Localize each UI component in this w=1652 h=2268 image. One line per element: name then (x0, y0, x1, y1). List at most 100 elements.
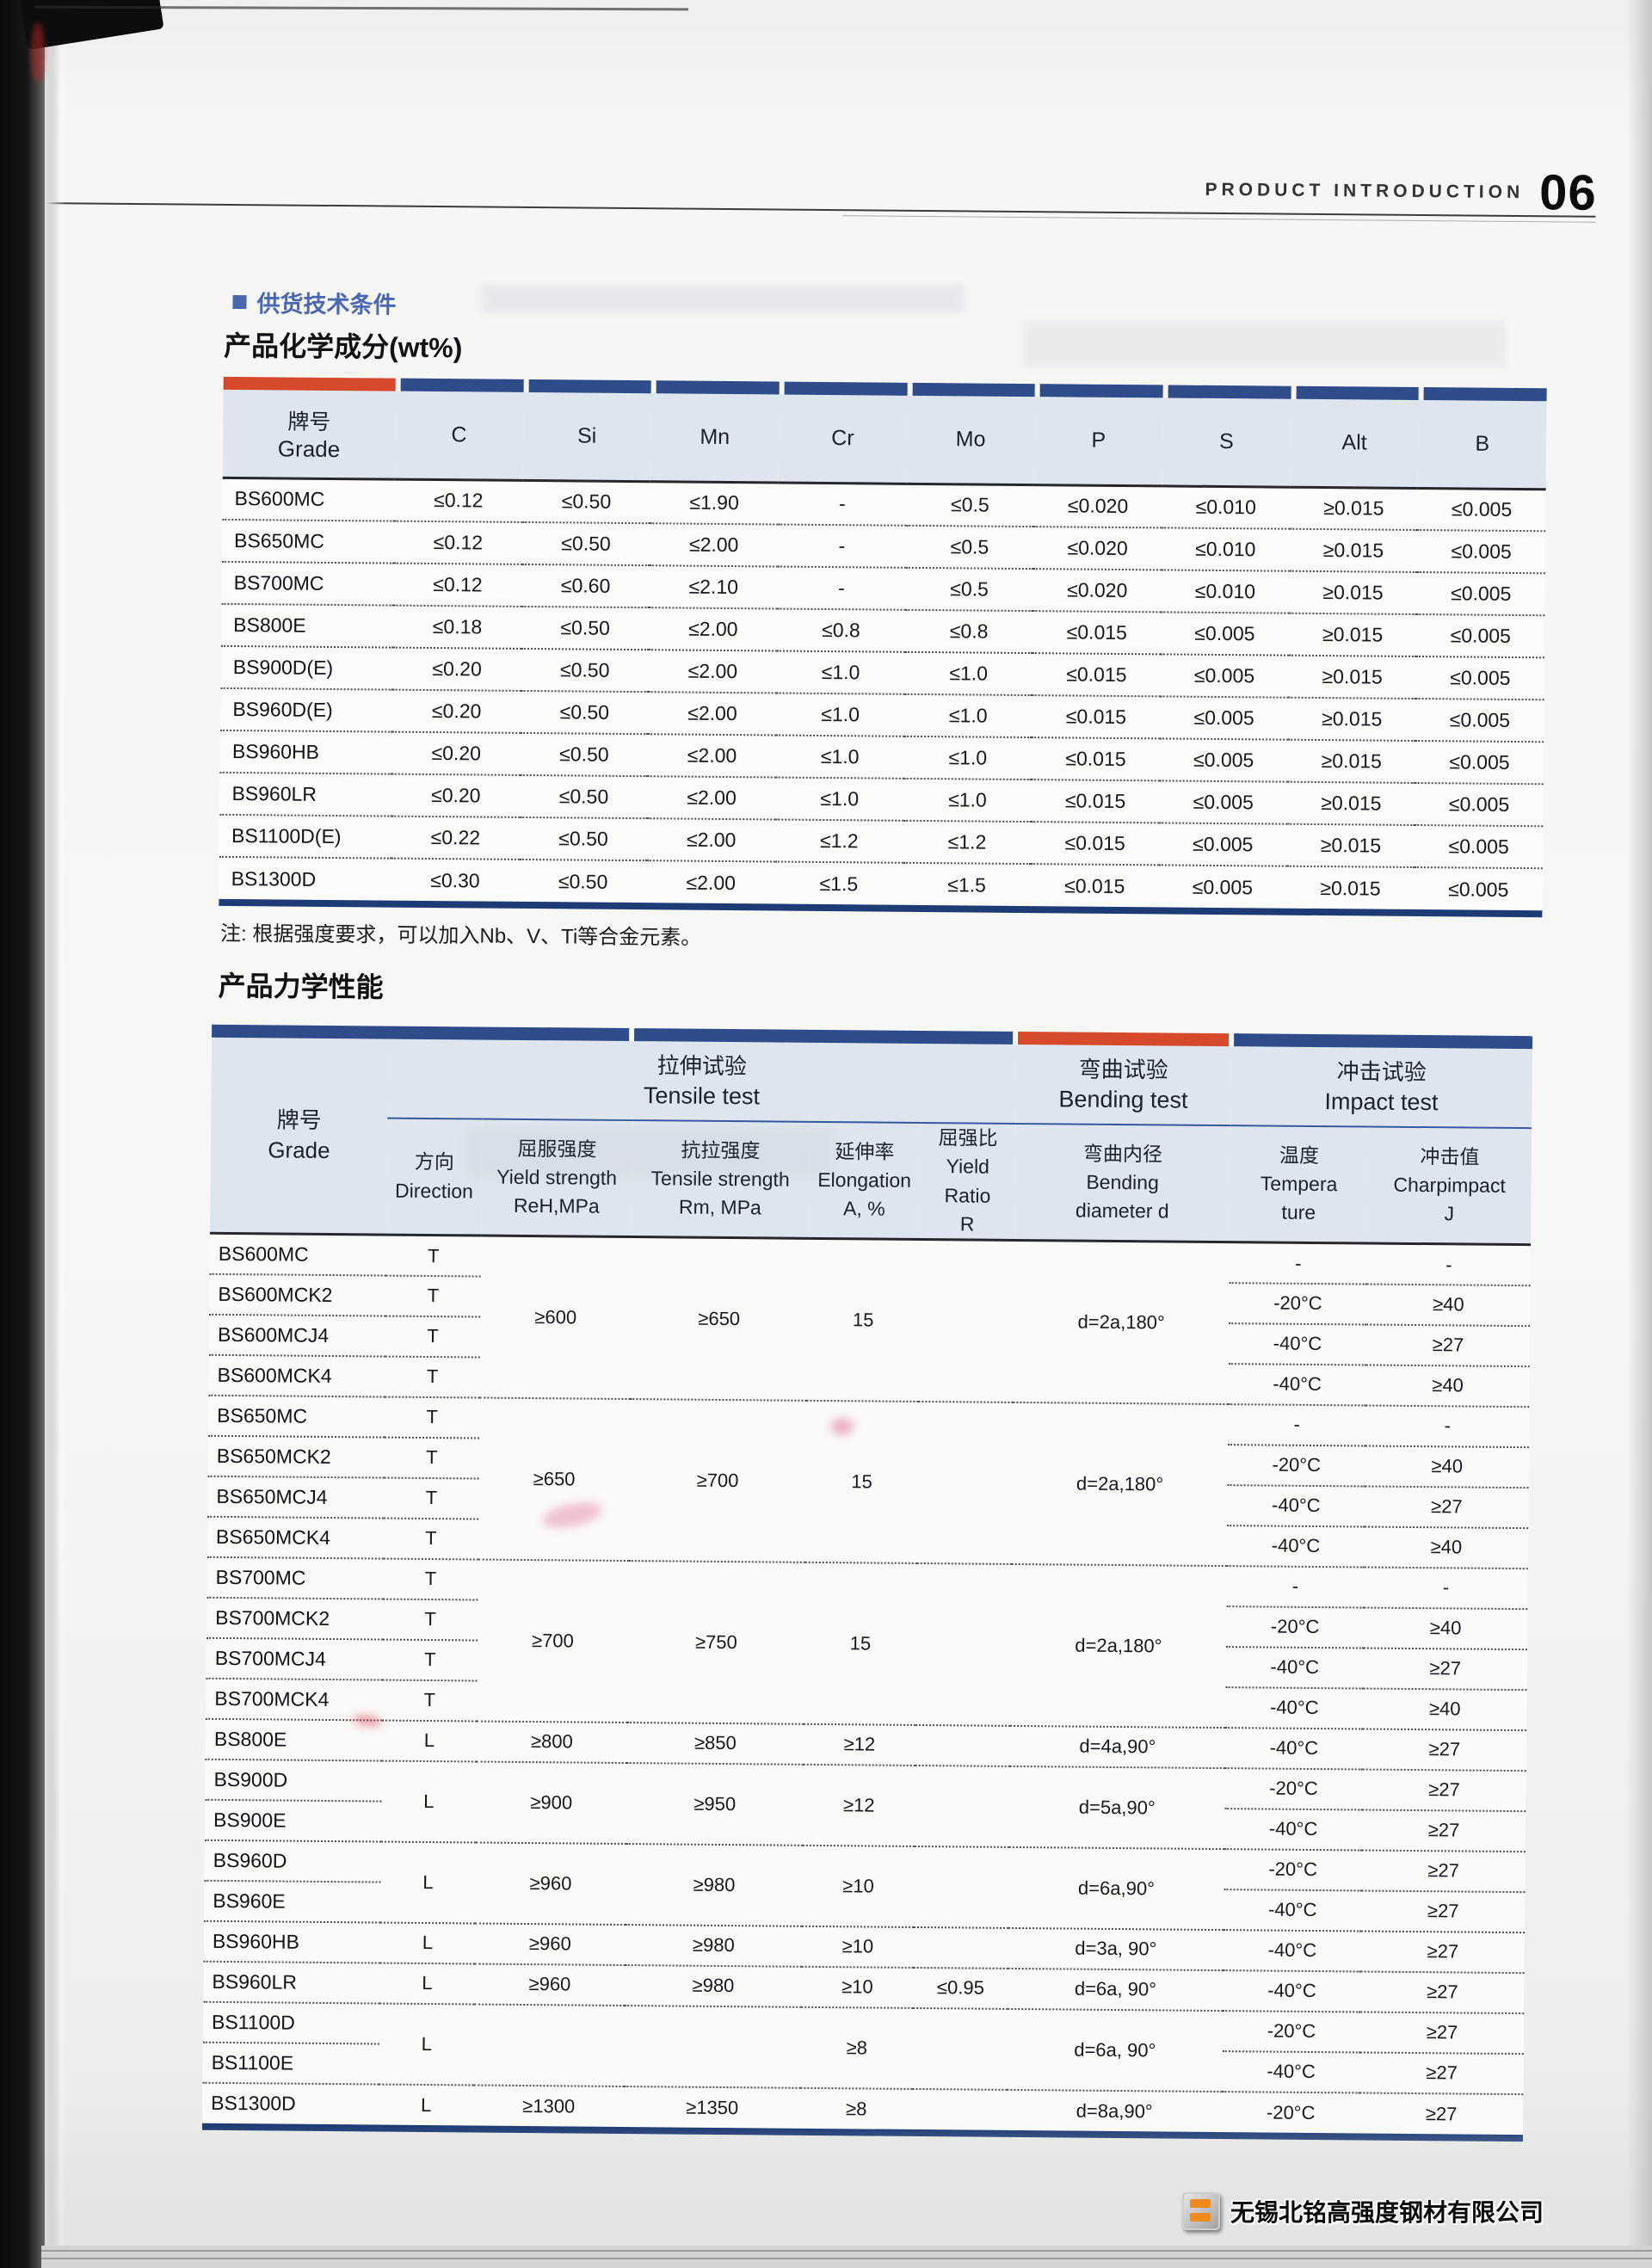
grade-cell: BS900D (205, 1759, 382, 1802)
mech-cell (915, 1562, 1012, 1726)
chem-cell: ≤0.005 (1160, 654, 1289, 698)
mech-cell: -40°C (1228, 1363, 1366, 1406)
chem-cell: ≤0.010 (1161, 570, 1290, 613)
bottom-shade (41, 2125, 1652, 2268)
bar-segment-orange (223, 376, 396, 391)
bleed-through-ghost (465, 1127, 835, 1179)
mech-cell: T (385, 1275, 481, 1317)
mech-cell: ≥40 (1363, 1607, 1528, 1650)
grade-cell: BS650MCK4 (206, 1516, 385, 1559)
mech-cell: -40°C (1224, 1727, 1364, 1770)
mech-cell: d=6a, 90° (1008, 1968, 1224, 2011)
grade-cell: BS700MCK4 (206, 1678, 383, 1721)
mech-cell: ≥960 (475, 1842, 626, 1925)
mech-cell (914, 1846, 1009, 1928)
grade-cell: BS600MCK2 (209, 1273, 386, 1316)
bar-segment-blue (400, 378, 524, 392)
mech-cell: ≥980 (625, 1964, 802, 2007)
chem-cell: ≤0.015 (1031, 780, 1160, 823)
mech-cell: - (1226, 1565, 1365, 1608)
chem-footnote: 注: 根据强度要求，可以加入Nb、V、Ti等合金元素。 (219, 921, 702, 950)
chem-cell: ≤1.5 (947, 872, 986, 897)
chem-cell: ≤0.20 (391, 773, 521, 817)
mech-cell: ≥27 (1365, 1486, 1529, 1529)
chemical-composition-table: 牌号 Grade C Si Mn Cr Mo P S Alt B BS600MC ≤0.12 ≤0.50… (219, 376, 1547, 918)
mech-cell: d=2a,180° (1013, 1240, 1230, 1404)
chem-cell: ≤0.12 (393, 521, 522, 564)
chem-cell: ≤0.005 (1160, 612, 1289, 656)
header-label: PRODUCT INTRODUCTION (1205, 179, 1525, 202)
mech-cell: L (379, 2003, 475, 2086)
grade-cell: BS800E (205, 1718, 383, 1761)
mech-cell: ≥27 (1362, 1729, 1527, 1772)
chem-cell: ≥0.015 (1289, 486, 1418, 530)
chem-cell: ≤0.50 (521, 521, 650, 566)
chem-cell: ≥0.015 (1287, 739, 1416, 783)
chem-cell: ≤0.005 (1448, 877, 1509, 901)
chem-cell: ≤2.00 (648, 734, 777, 778)
mech-cell: T (383, 1518, 479, 1560)
chem-cell: ≤1.0 (776, 693, 905, 736)
chem-cell: ≤1.0 (775, 735, 904, 779)
chem-cell: ≤2.00 (647, 776, 776, 820)
grade-cell: BS1100E (202, 2042, 379, 2085)
mech-cell: ≥27 (1365, 1324, 1531, 1367)
chem-cell: ≤0.005 (1415, 698, 1544, 743)
chem-cell: ≤0.8 (776, 608, 906, 652)
mech-cell: T (385, 1316, 481, 1358)
mech-cell (473, 2004, 626, 2086)
footer: 无锡北铭高强度钢材有限公司 (1181, 2192, 1544, 2230)
mech-cell: ≥900 (475, 1761, 627, 1844)
page-number: 06 (1538, 164, 1597, 221)
grade-cell: BS960E (204, 1880, 381, 1923)
mech-cell: ≥700 (628, 1398, 807, 1562)
mech-section-title: 产品力学性能 (218, 970, 384, 1003)
scan-edge-right (1626, 0, 1652, 2268)
mech-cell: T (385, 1235, 482, 1277)
chem-cell: ≤0.12 (393, 563, 522, 607)
chem-cell: - (777, 524, 906, 568)
grade-cell: BS800E (221, 603, 394, 648)
mech-cell: ≤0.95 (913, 1967, 1008, 2009)
grade-cell: BS650MC (208, 1395, 385, 1438)
chem-cell: ≤0.005 (1159, 738, 1288, 782)
mech-cell: - (1227, 1403, 1366, 1446)
mech-cell (916, 1401, 1014, 1564)
mech-cell: -20°C (1224, 1848, 1362, 1891)
chem-cell: ≤0.005 (1192, 875, 1254, 898)
chem-cell: ≤0.50 (521, 648, 650, 693)
company-logo-icon (1181, 2192, 1220, 2230)
chem-cell: ≤0.005 (1415, 656, 1544, 700)
ink-smudge (831, 1418, 854, 1435)
chem-cell: ≤0.005 (1416, 571, 1545, 616)
bar-segment-blue (1296, 385, 1420, 401)
mech-cell (624, 2005, 802, 2088)
bar-segment-blue (1234, 1033, 1533, 1050)
mech-cell (914, 1765, 1010, 1847)
mech-cell: T (382, 1639, 478, 1681)
mech-cell: -40°C (1224, 1889, 1362, 1932)
grade-cell: BS900E (204, 1799, 382, 1842)
chem-cell: - (778, 482, 907, 526)
section-tag-label: 供货技术条件 (256, 291, 397, 318)
chem-cell: - (777, 566, 906, 610)
mech-cell: ≥40 (1363, 1688, 1527, 1731)
mech-cell: L (379, 1963, 475, 2005)
mech-cell: ≥980 (626, 1843, 803, 1926)
mech-cell: ≥27 (1361, 1809, 1526, 1852)
chem-cell: ≤0.50 (519, 774, 649, 819)
scan-edge-bottom (41, 2246, 1652, 2268)
mech-cell: ≥8 (800, 2006, 914, 2089)
chem-cell: ≤0.005 (1417, 487, 1546, 532)
chem-cell: ≤0.5 (905, 483, 1034, 527)
grade-cell: BS600MCK4 (208, 1354, 385, 1397)
chem-cell: ≥0.015 (1288, 570, 1418, 614)
mech-cell: ≥27 (1362, 1769, 1526, 1812)
mech-cell: -20°C (1227, 1444, 1365, 1487)
chem-col-header-s: S (1162, 398, 1291, 487)
grade-cell: BS650MCJ4 (207, 1476, 385, 1519)
chem-cell: ≤0.015 (1032, 695, 1161, 739)
mech-cell: -20°C (1222, 2010, 1361, 2053)
chem-cell: ≤0.22 (391, 816, 520, 860)
chem-col-header-p: P (1033, 397, 1163, 486)
